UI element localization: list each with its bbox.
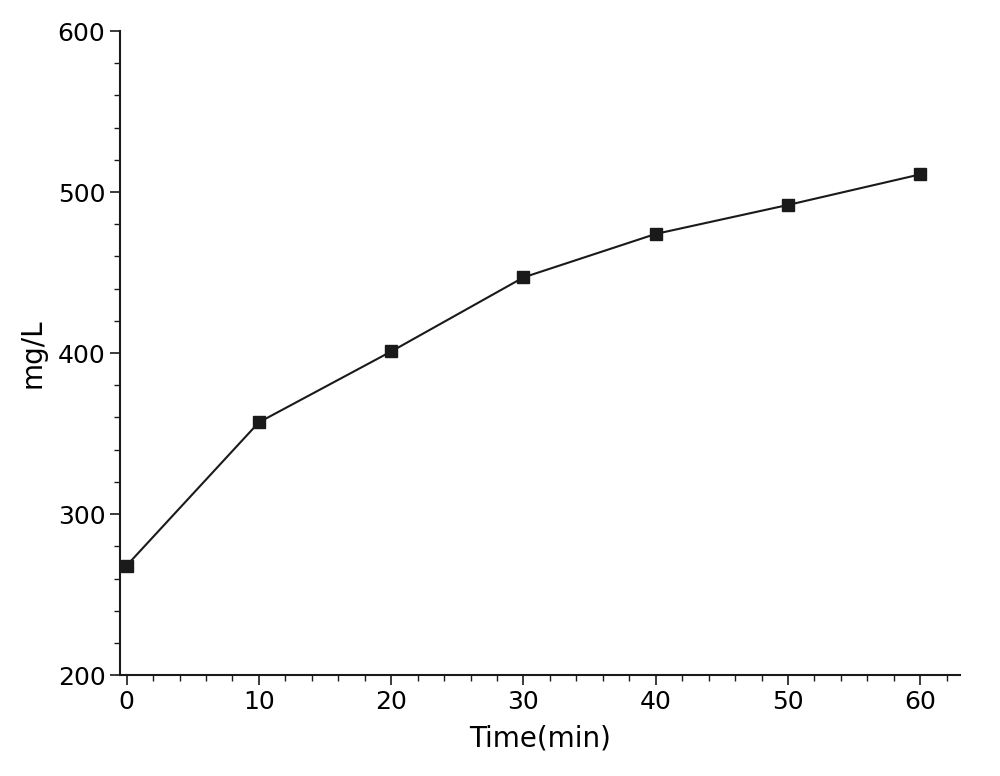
Y-axis label: mg/L: mg/L: [19, 318, 47, 388]
X-axis label: Time(min): Time(min): [469, 725, 611, 753]
